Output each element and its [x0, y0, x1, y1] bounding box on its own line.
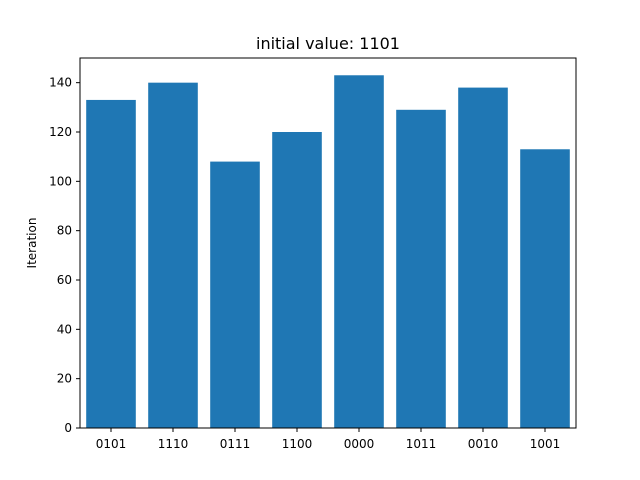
y-tick-label: 120 [49, 125, 72, 139]
x-tick-label: 0111 [220, 437, 251, 451]
x-axis-ticks: 0101 1110 0111 1100 0000 1011 0010 1001 [96, 428, 561, 451]
y-tick-label: 80 [57, 224, 72, 238]
bar-1001 [520, 149, 570, 428]
x-tick-label: 1011 [406, 437, 437, 451]
bar-0010 [458, 87, 508, 428]
bar-1100 [272, 132, 322, 428]
chart-title: initial value: 1101 [256, 34, 400, 53]
x-tick-label: 1001 [530, 437, 561, 451]
bar-0000 [334, 75, 384, 429]
y-tick-label: 100 [49, 174, 72, 188]
bar-0101 [86, 99, 136, 429]
x-tick-label: 1100 [282, 437, 313, 451]
x-tick-label: 1110 [158, 437, 189, 451]
y-axis-ticks: 0 20 40 60 80 100 120 140 [49, 76, 80, 435]
bars-group [86, 75, 570, 429]
bar-0111 [210, 161, 260, 428]
x-tick-label: 0010 [468, 437, 499, 451]
x-tick-label: 0000 [344, 437, 375, 451]
plot-frame [79, 57, 577, 429]
bar-1110 [148, 82, 198, 429]
y-tick-label: 20 [57, 372, 72, 386]
x-tick-label: 0101 [96, 437, 127, 451]
y-tick-label: 40 [57, 322, 72, 336]
y-tick-label: 140 [49, 76, 72, 90]
y-tick-label: 0 [64, 421, 72, 435]
bar-1011 [396, 109, 446, 429]
y-axis-label: Iteration [25, 218, 39, 269]
y-tick-label: 60 [57, 273, 72, 287]
